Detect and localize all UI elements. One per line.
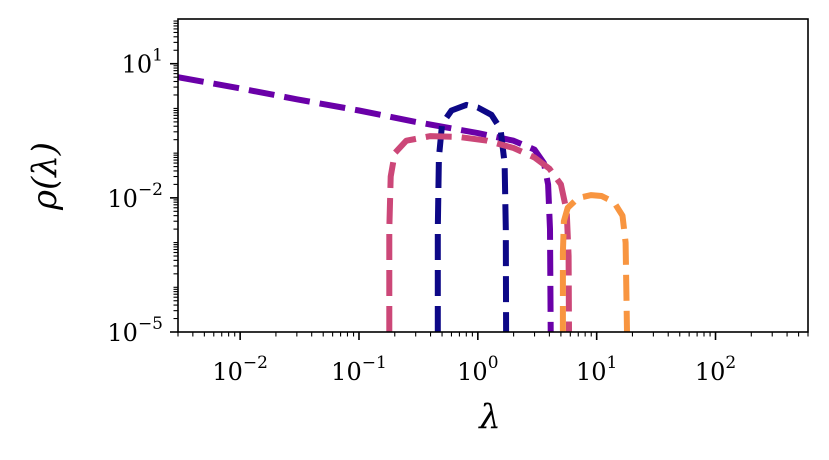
x-tick-label: 102: [695, 353, 736, 386]
series-line-3: [386, 133, 572, 332]
x-tick-label: 101: [576, 353, 617, 386]
x-tick-label: 10−2: [212, 353, 268, 386]
y-tick-label: 10−2: [107, 180, 163, 213]
y-tick-label: 101: [122, 46, 163, 79]
y-tick-label: 10−5: [107, 314, 163, 347]
series-line-4: [559, 192, 630, 332]
plot-area: [178, 19, 808, 332]
y-axis: 10−5 10−2 101: [107, 20, 178, 347]
series-line-1: [178, 74, 554, 332]
x-tick-label: 10−1: [331, 353, 387, 386]
plot-frame: [177, 18, 809, 333]
series-layer: [178, 74, 630, 332]
x-axis-label: λ: [477, 397, 501, 437]
y-axis-label: ρ(λ): [25, 142, 65, 211]
x-tick-label: 100: [457, 353, 498, 386]
series-line-2: [434, 101, 510, 332]
x-axis: 10−2 10−1 100 101 102: [177, 332, 809, 386]
